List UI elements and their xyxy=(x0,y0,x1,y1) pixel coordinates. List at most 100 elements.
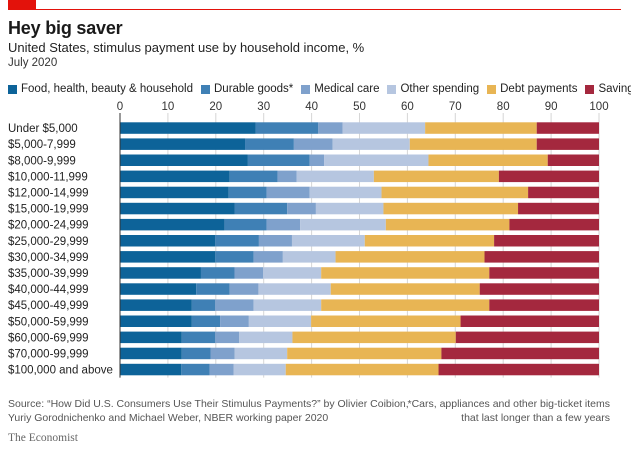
category-label: $30,000-34,999 xyxy=(8,252,89,264)
bar-segment xyxy=(364,235,495,247)
bar-segment xyxy=(120,331,182,344)
x-tick-label: 70 xyxy=(449,101,462,113)
legend-label: Food, health, beauty & household xyxy=(21,83,193,95)
bar-segment xyxy=(181,347,211,360)
bar-segment xyxy=(498,170,599,183)
bar-segment xyxy=(234,347,288,360)
bar-segment xyxy=(518,202,599,215)
bar-segment xyxy=(220,315,249,327)
bar-segment xyxy=(120,138,246,150)
bar-segment xyxy=(309,186,382,199)
bar-segment xyxy=(311,315,461,327)
bar-segment xyxy=(209,363,234,376)
bar-segment xyxy=(409,138,537,150)
legend-swatch xyxy=(487,84,497,94)
bar-segment xyxy=(253,251,283,263)
category-label: $100,000 and above xyxy=(8,365,113,377)
bar-segment xyxy=(293,138,333,150)
bar-segment xyxy=(536,122,599,134)
bar-segment xyxy=(210,347,235,360)
bar-segment xyxy=(489,267,599,279)
x-tick-label: 100 xyxy=(589,101,608,113)
bar-segment xyxy=(287,347,442,360)
category-label: $35,000-39,999 xyxy=(8,268,89,280)
bar-segment xyxy=(191,315,221,327)
brand-red-tag xyxy=(8,0,36,10)
bar-segment xyxy=(484,251,599,263)
legend-label: Debt payments xyxy=(500,83,578,95)
bar-segment xyxy=(234,202,288,215)
bar-segment xyxy=(191,299,216,311)
bar-segment xyxy=(120,170,230,183)
x-tick-label: 80 xyxy=(497,101,510,113)
bar-segment xyxy=(296,170,374,183)
bar-segment xyxy=(181,331,216,344)
bar-segment xyxy=(120,154,248,166)
source-line-1: Source: “How Did U.S. Consumers Use Thei… xyxy=(8,398,409,410)
source-note: Source: “How Did U.S. Consumers Use Thei… xyxy=(8,397,409,425)
legend-swatch xyxy=(201,84,210,94)
bar-segment xyxy=(528,186,599,199)
legend-item: Durable goods* xyxy=(201,83,293,95)
bar-segment xyxy=(181,363,210,376)
bar-segment xyxy=(120,267,201,279)
x-tick-label: 60 xyxy=(401,101,414,113)
bar-segment xyxy=(285,363,439,376)
bar-segment xyxy=(291,235,365,247)
bar-segment xyxy=(229,283,259,295)
bar-segment xyxy=(200,267,235,279)
category-label: $8,000-9,999 xyxy=(8,155,76,167)
bar-segment xyxy=(253,299,322,311)
legend-label: Durable goods* xyxy=(214,83,294,95)
chart-subtitle: United States, stimulus payment use by h… xyxy=(8,40,365,55)
bar-segment xyxy=(120,251,216,263)
category-label: $70,000-99,999 xyxy=(8,348,89,360)
legend-label: Other spending xyxy=(400,83,480,95)
top-rule xyxy=(8,9,621,10)
legend: Food, health, beauty & household Durable … xyxy=(8,83,631,95)
chart-title: Hey big saver xyxy=(8,18,123,38)
bar-segment xyxy=(228,186,267,199)
legend-item: Medical care xyxy=(301,83,379,95)
x-tick-label: 40 xyxy=(305,101,318,113)
bar-segment xyxy=(215,235,259,247)
bar-segment xyxy=(263,267,322,279)
footnote: *Cars, appliances and other big-ticket i… xyxy=(407,397,610,425)
publisher-brand: The Economist xyxy=(8,432,78,444)
category-label: $12,000-14,999 xyxy=(8,187,89,199)
bar-segment xyxy=(321,299,490,311)
legend-swatch xyxy=(8,84,17,94)
bar-segment xyxy=(300,218,386,231)
bar-segment xyxy=(258,283,331,295)
category-label: $20,000-24,999 xyxy=(8,220,89,232)
bar-segment xyxy=(247,154,310,166)
category-label: $15,000-19,999 xyxy=(8,204,89,216)
bar-segment xyxy=(335,251,485,263)
category-label: $45,000-49,999 xyxy=(8,300,89,312)
bar-segment xyxy=(547,154,599,166)
bar-segment xyxy=(318,122,343,134)
bar-segment xyxy=(196,283,230,295)
bar-segment xyxy=(120,283,197,295)
bar-segment xyxy=(239,331,293,344)
bar-segment xyxy=(342,122,426,134)
bar-segment xyxy=(224,218,267,231)
category-label: $10,000-11,999 xyxy=(8,171,88,183)
bar-segment xyxy=(332,138,410,150)
bar-segment xyxy=(120,347,182,360)
bar-segment xyxy=(282,251,336,263)
x-tick-label: 20 xyxy=(209,101,222,113)
legend-swatch xyxy=(387,84,397,94)
category-label: $5,000-7,999 xyxy=(8,139,76,151)
x-tick-label: 0 xyxy=(117,101,123,113)
bar-segment xyxy=(277,170,297,183)
bar-segment xyxy=(324,154,429,166)
bar-segment xyxy=(330,283,480,295)
bar-segment xyxy=(120,202,235,215)
bar-segment xyxy=(536,138,599,150)
bar-segment xyxy=(509,218,599,231)
bar-segment xyxy=(460,315,599,327)
category-label: $60,000-69,999 xyxy=(8,332,89,344)
bar-segment xyxy=(215,251,254,263)
legend-item: Food, health, beauty & household xyxy=(8,83,193,95)
